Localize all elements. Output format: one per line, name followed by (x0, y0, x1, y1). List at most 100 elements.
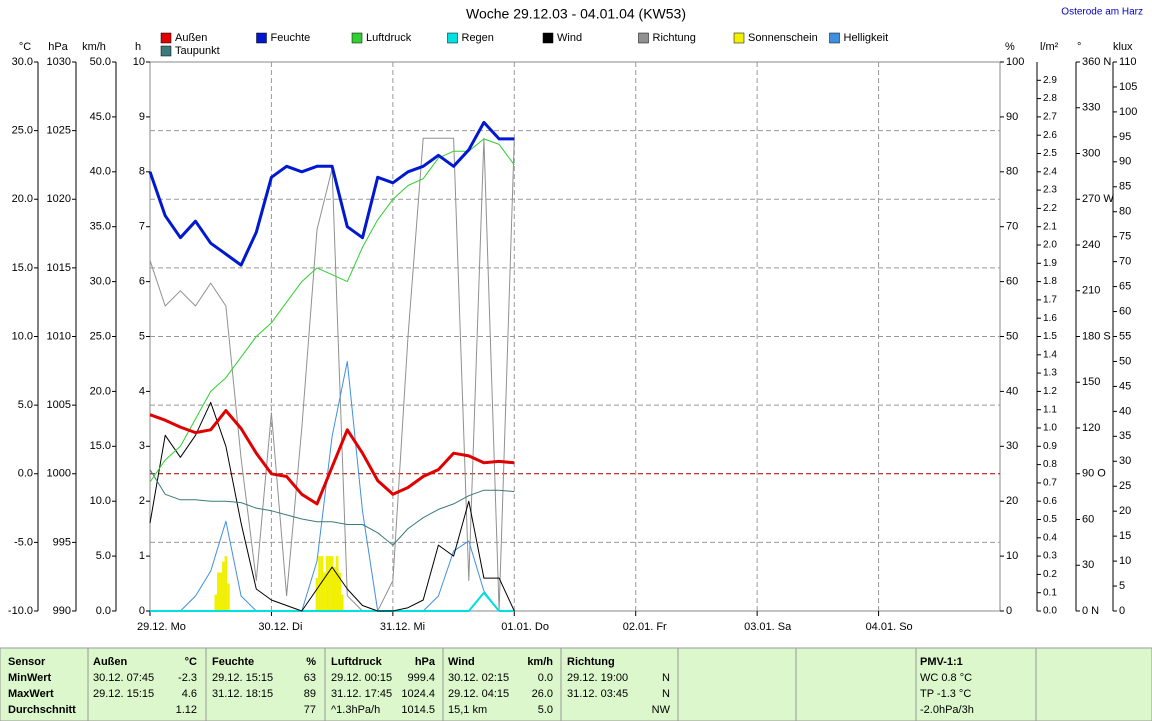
axis-unit: % (1005, 41, 1015, 53)
row-label: MinWert (8, 672, 52, 684)
table-cell: 1.12 (176, 704, 197, 716)
y-tick-label: 75 (1119, 231, 1131, 243)
y-tick-label: 10.0 (90, 495, 111, 507)
y-tick-label: 0 (1119, 605, 1125, 617)
y-tick-label: 2 (139, 495, 145, 507)
y-tick-label: 995 (53, 536, 71, 548)
y-tick-label: 90 O (1082, 468, 1106, 480)
table-header: PMV-1:1 (920, 656, 963, 668)
y-tick-label: 3 (139, 440, 145, 452)
table-cell: WC 0.8 °C (920, 672, 972, 684)
location: Osterode am Harz (1061, 7, 1143, 18)
y-tick-label: 20 (1006, 495, 1018, 507)
y-tick-label: 0.0 (1043, 606, 1057, 617)
sunshine-bar (325, 556, 329, 611)
y-tick-label: 0.5 (1043, 514, 1057, 525)
legend-swatch (256, 32, 267, 44)
y-tick-label: 100 (1119, 106, 1137, 118)
y-tick-label: 25.0 (90, 330, 111, 342)
table-cell: 31.12. 18:15 (212, 688, 273, 700)
y-tick-label: 0.4 (1043, 532, 1057, 543)
sunshine-bar (338, 572, 342, 611)
y-tick-label: 9 (139, 111, 145, 123)
y-tick-label: 0 (139, 605, 145, 617)
y-tick-label: 2.0 (1043, 240, 1057, 251)
legend-label: Außen (175, 32, 207, 44)
y-tick-label: 6 (139, 276, 145, 288)
sunshine-bar (315, 578, 319, 611)
y-tick-label: 2.2 (1043, 203, 1057, 214)
legend-swatch (351, 32, 363, 44)
table-header: Wind (448, 656, 475, 668)
y-tick-label: 0.2 (1043, 569, 1057, 580)
y-tick-label: 20 (1119, 505, 1131, 517)
axis-unit: hPa (48, 41, 68, 53)
y-tick-label: 60 (1082, 513, 1094, 525)
table-cell: -2.3 (178, 672, 197, 684)
series-line (150, 591, 515, 612)
y-tick-label: 1 (139, 550, 145, 562)
y-tick-label: 30.0 (90, 276, 111, 288)
table-cell: -2.0hPa/3h (920, 704, 974, 716)
y-tick-label: 150 (1082, 376, 1100, 388)
y-tick-label: 0 N (1082, 605, 1099, 617)
y-tick-label: 1020 (47, 193, 71, 205)
y-tick-label: 2.8 (1043, 93, 1057, 104)
y-tick-label: 1.9 (1043, 258, 1057, 269)
table-cell: 1014.5 (401, 704, 435, 716)
legend-label: Regen (462, 32, 494, 44)
chart-title: Woche 29.12.03 - 04.01.04 (KW53) (466, 6, 686, 22)
y-tick-label: 30 (1006, 440, 1018, 452)
y-tick-label: 15.0 (90, 440, 111, 452)
y-tick-label: 65 (1119, 280, 1131, 292)
table-cell: 26.0 (532, 688, 553, 700)
legend-swatch (542, 32, 554, 44)
table-cell: 29.12. 04:15 (448, 688, 509, 700)
row-label: Durchschnitt (8, 704, 76, 716)
y-tick-label: 0.9 (1043, 441, 1057, 452)
y-tick-label: 5.0 (96, 550, 111, 562)
x-tick-label: 31.12. Mi (380, 621, 425, 633)
y-tick-label: 1.5 (1043, 331, 1057, 342)
y-tick-label: 1030 (47, 56, 71, 68)
y-tick-label: 360 N (1082, 56, 1111, 68)
x-tick-label: 29.12. Mo (137, 621, 186, 633)
y-tick-label: 30 (1082, 559, 1094, 571)
series-line (150, 361, 515, 612)
x-tick-label: 30.12. Di (258, 621, 302, 633)
table-cell: 63 (304, 672, 316, 684)
y-tick-label: 1.0 (1043, 423, 1057, 434)
row-label: MaxWert (8, 688, 54, 700)
axis-unit: klux (1113, 41, 1133, 53)
table-cell: 89 (304, 688, 316, 700)
y-tick-label: 40 (1006, 385, 1018, 397)
y-tick-label: 70 (1006, 221, 1018, 233)
y-tick-label: 100 (1006, 56, 1024, 68)
table-cell: 5.0 (538, 704, 553, 716)
series-line (149, 409, 515, 506)
y-tick-label: 2.5 (1043, 148, 1057, 159)
x-tick-label: 02.01. Fr (623, 621, 667, 633)
y-tick-label: 2.1 (1043, 221, 1057, 232)
axis-unit: ° (1077, 41, 1081, 53)
y-tick-label: 0.7 (1043, 478, 1057, 489)
axis-unit: l/m² (1040, 41, 1059, 53)
y-tick-label: 0 (1006, 605, 1012, 617)
y-tick-label: 0.0 (18, 468, 33, 480)
series-line (149, 138, 515, 483)
y-tick-label: 180 S (1082, 330, 1111, 342)
y-tick-label: 5 (1119, 580, 1125, 592)
table-header: Außen (93, 656, 128, 668)
table-cell: 4.6 (182, 688, 197, 700)
y-tick-label: 330 (1082, 102, 1100, 114)
table-header: % (306, 656, 316, 668)
axis-unit: °C (19, 41, 31, 53)
y-tick-label: 1.2 (1043, 386, 1057, 397)
y-tick-label: 45 (1119, 380, 1131, 392)
legend-label: Feuchte (271, 32, 311, 44)
y-tick-label: 120 (1082, 422, 1100, 434)
y-tick-label: 70 (1119, 256, 1131, 268)
legend-swatch (829, 32, 840, 44)
sunshine-bar (328, 556, 331, 611)
